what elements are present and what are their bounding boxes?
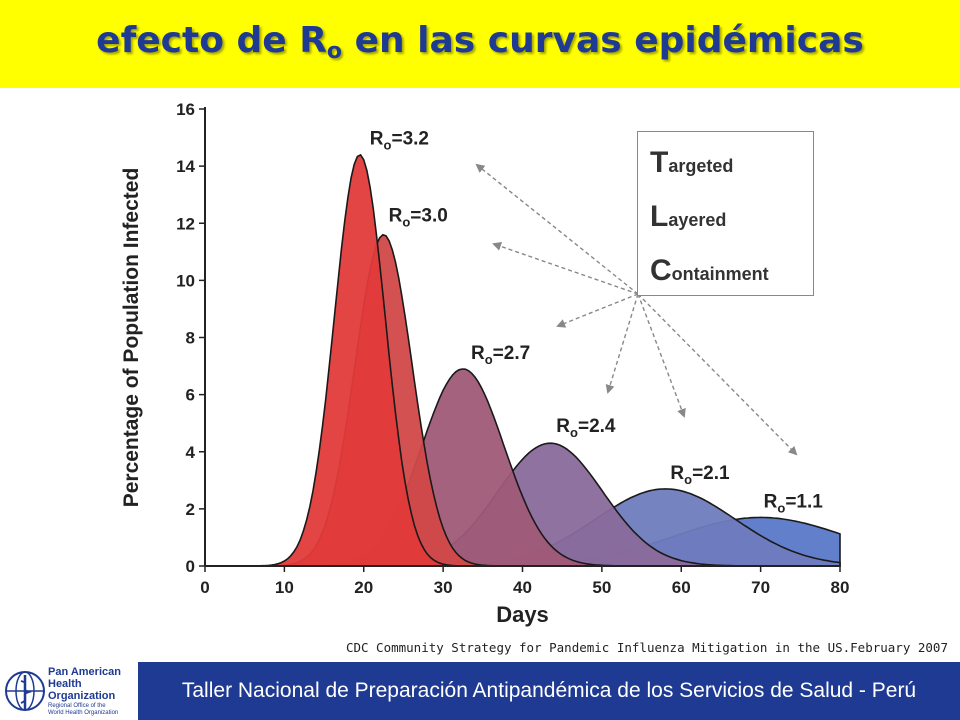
y-tick-label-6: 12 (176, 214, 195, 233)
logo-line-2: Health (48, 678, 82, 690)
logo-line-3: Organization (48, 690, 116, 702)
axes: 0 10 20 30 40 50 60 70 80 0 2 4 6 8 10 12 14 16 Days Percen… (120, 100, 849, 627)
series-label-2: Ro=2.7 (471, 343, 530, 367)
x-tick-label-2: 20 (354, 578, 373, 597)
pointer-arrow-2 (556, 293, 639, 328)
x-tick-label-1: 10 (275, 578, 294, 597)
source-citation: CDC Community Strategy for Pandemic Infl… (345, 640, 948, 655)
logo-line-1: Pan American (48, 666, 121, 678)
pointer-arrow-5 (637, 293, 798, 456)
pointer-arrow-3 (605, 293, 639, 394)
y-tick-label-7: 14 (176, 157, 195, 176)
epidemic-curves-chart: 0 10 20 30 40 50 60 70 80 0 2 4 6 8 10 12 14 16 Days Percen… (120, 100, 849, 627)
tlc-containment: Containment (650, 244, 813, 298)
x-axis-label: Days (496, 602, 549, 627)
x-tick-label-8: 80 (831, 578, 850, 597)
pointer-arrow-4 (637, 293, 686, 418)
pointer-arrow-0 (475, 163, 639, 295)
tlc-targeted-rest: argeted (668, 156, 734, 176)
series-label-5: Ro=1.1 (764, 491, 824, 515)
series-label-3: Ro=2.4 (556, 416, 616, 440)
footer-bar: Taller Nacional de Preparación Antipandé… (138, 662, 960, 720)
title-subscript: o (326, 39, 343, 64)
pointer-arrows (475, 163, 798, 456)
tlc-layered: Layered (650, 190, 813, 244)
title-part-2: en las curvas epidémicas (342, 20, 864, 61)
logo-sub-1: Regional Office of the (48, 703, 106, 709)
globe-emblem-icon (5, 671, 45, 711)
y-tick-label-2: 4 (186, 443, 196, 462)
tlc-containment-rest: ontainment (671, 264, 769, 284)
y-tick-label-5: 10 (176, 271, 195, 290)
y-axis-label: Percentage of Population Infected (120, 168, 143, 508)
x-tick-label-3: 30 (434, 578, 453, 597)
pointer-arrow-1 (492, 242, 639, 295)
title-bar: efecto de Ro en las curvas epidémicas (0, 0, 960, 88)
series-label-0: Ro=3.2 (370, 129, 429, 153)
series-label-4: Ro=2.1 (670, 463, 730, 487)
tlc-containment-cap: C (650, 254, 672, 287)
y-tick-label-3: 6 (186, 386, 195, 405)
y-tick-label-4: 8 (186, 329, 195, 348)
tlc-legend-box: Targeted Layered Containment (637, 131, 814, 296)
footer-text: Taller Nacional de Preparación Antipandé… (181, 679, 917, 702)
x-tick-label-7: 70 (751, 578, 770, 597)
slide-title: efecto de Ro en las curvas epidémicas (0, 20, 960, 64)
tlc-layered-cap: L (650, 200, 669, 233)
tlc-targeted-cap: T (650, 146, 669, 179)
series-areas (205, 153, 841, 567)
tlc-layered-rest: ayered (668, 210, 727, 230)
series-labels: Ro=3.2 Ro=3.0 Ro=2.7 Ro=2.4 Ro=2.1 Ro=1.1 (370, 129, 823, 516)
y-tick-label-1: 2 (186, 500, 195, 519)
y-tick-label-8: 16 (176, 100, 195, 119)
tlc-targeted: Targeted (650, 136, 813, 190)
x-tick-label-5: 50 (592, 578, 611, 597)
series-label-1: Ro=3.0 (389, 206, 448, 230)
y-tick-label-0: 0 (186, 557, 195, 576)
title-part-1: efecto de R (96, 20, 327, 61)
paho-logo: Pan American Health Organization Regiona… (0, 662, 138, 720)
x-tick-label-0: 0 (200, 578, 209, 597)
x-tick-label-4: 40 (513, 578, 532, 597)
logo-sub-2: World Health Organization (48, 710, 119, 716)
x-tick-label-6: 60 (672, 578, 691, 597)
